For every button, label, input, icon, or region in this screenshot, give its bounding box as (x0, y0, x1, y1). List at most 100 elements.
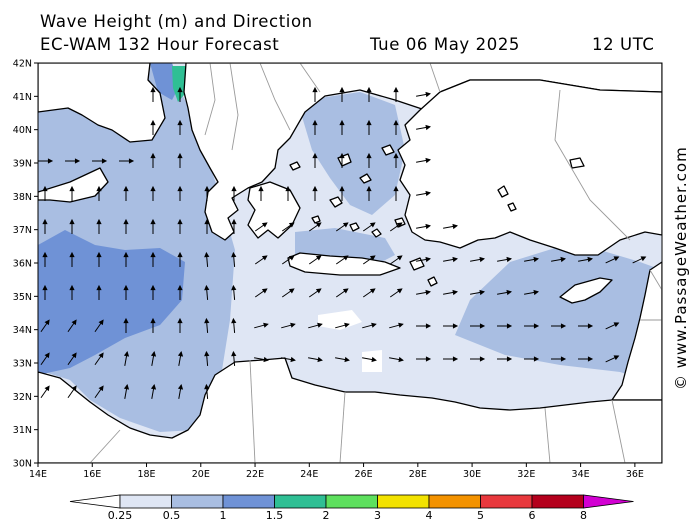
direction-arrow (258, 185, 264, 201)
direction-arrow (362, 255, 376, 265)
direction-arrow (231, 350, 237, 367)
lat-label: 42N (13, 59, 32, 70)
aegean-islands (289, 144, 585, 287)
country-borders (89, 63, 662, 463)
direction-arrow (150, 185, 156, 201)
direction-arrow (366, 86, 372, 102)
direction-arrow (119, 158, 135, 164)
lon-label: 14E (29, 469, 47, 480)
direction-arrow (308, 322, 323, 329)
direction-arrow (366, 185, 372, 201)
legend-label: 5 (477, 509, 484, 522)
direction-arrow (94, 319, 104, 333)
direction-arrow (524, 356, 540, 362)
direction-arrow (92, 158, 108, 164)
legend-label: 1.5 (266, 509, 284, 522)
direction-arrow (94, 352, 104, 366)
direction-arrow (551, 356, 567, 362)
direction-arrow (177, 185, 183, 201)
lat-label: 37N (13, 225, 32, 236)
direction-arrow (389, 288, 403, 298)
direction-arrow (254, 255, 268, 265)
wave-zone-mid-ionian (38, 230, 185, 375)
lon-label: 28E (409, 469, 427, 480)
legend-label: 3 (374, 509, 381, 522)
direction-arrow (416, 157, 431, 164)
lat-label: 33N (13, 359, 32, 370)
direction-arrow (150, 86, 156, 102)
direction-arrow (551, 323, 567, 329)
direction-arrow (150, 317, 156, 333)
direction-arrow (123, 251, 129, 267)
lon-label: 30E (463, 469, 481, 480)
direction-arrow (497, 356, 513, 362)
direction-arrow (308, 222, 322, 232)
copyright-credit: © www.PassageWeather.com (672, 146, 690, 390)
legend-swatch (171, 494, 224, 509)
direction-arrow (96, 251, 102, 267)
direction-arrow (150, 284, 156, 300)
direction-arrow (443, 223, 458, 230)
direction-arrow (204, 317, 210, 334)
lon-label: 34E (572, 469, 590, 480)
direction-arrow (393, 185, 399, 201)
direction-arrow (524, 256, 539, 263)
direction-arrow (416, 323, 432, 329)
legend-label: 0.25 (108, 509, 133, 522)
direction-arrow (177, 351, 184, 366)
direction-arrow (389, 222, 403, 232)
forecast-time: 12 UTC (592, 35, 655, 54)
legend-max-triangle (583, 494, 634, 509)
color-scale-legend: 0.25 0.5 1 1.5 2 3 4 5 6 8 (69, 494, 634, 522)
lon-label: 36E (626, 469, 644, 480)
lon-label: 32E (517, 469, 535, 480)
direction-arrow (67, 319, 77, 333)
direction-arrow (443, 289, 458, 296)
lon-label: 20E (192, 469, 210, 480)
lon-label: 22E (246, 469, 264, 480)
lat-label: 36N (13, 259, 32, 270)
direction-arrow (362, 288, 376, 298)
direction-arrow (308, 288, 322, 298)
direction-arrow (150, 152, 156, 168)
direction-arrow (123, 317, 129, 333)
direction-arrow (339, 152, 345, 168)
direction-arrow (497, 323, 513, 329)
direction-arrow (366, 152, 372, 168)
direction-arrow (443, 256, 458, 263)
legend-swatch (377, 494, 430, 509)
direction-arrow (67, 352, 77, 366)
forecast-date: Tue 06 May 2025 (370, 35, 521, 54)
direction-arrow (416, 91, 431, 98)
lat-label: 32N (13, 392, 32, 403)
direction-arrow (150, 251, 156, 267)
direction-arrow (254, 322, 269, 329)
direction-arrow (389, 255, 403, 265)
direction-arrow (312, 119, 318, 135)
direction-arrow (416, 289, 431, 296)
lat-label: 30N (13, 459, 32, 470)
cyprus-landmass (559, 277, 613, 304)
legend-label: 2 (323, 509, 330, 522)
chart-title: Wave Height (m) and Direction (40, 12, 313, 31)
direction-arrow (204, 383, 210, 400)
wave-zone-low-aegean (300, 92, 405, 215)
direction-arrow (96, 218, 102, 234)
lat-label: 35N (13, 292, 32, 303)
lat-label: 41N (13, 92, 32, 103)
lon-label: 24E (300, 469, 318, 480)
legend-swatch (119, 494, 172, 509)
wave-zone-high-adriatic (172, 66, 186, 102)
direction-arrow (470, 256, 485, 263)
direction-arrow (42, 251, 48, 267)
direction-arrow (605, 256, 620, 264)
direction-arrow (231, 317, 237, 334)
direction-arrow (150, 384, 157, 399)
direction-arrow (69, 185, 75, 201)
direction-arrow (40, 319, 50, 333)
direction-arrow (177, 284, 183, 300)
direction-arrow (254, 222, 268, 232)
legend-swatch (325, 494, 378, 509)
direction-arrow (96, 185, 102, 201)
direction-arrow (204, 185, 210, 201)
